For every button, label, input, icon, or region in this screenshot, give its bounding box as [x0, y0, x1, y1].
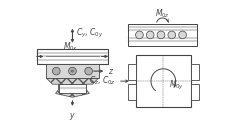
- Circle shape: [156, 31, 164, 39]
- Polygon shape: [46, 78, 98, 97]
- Bar: [190, 64, 198, 80]
- Circle shape: [71, 70, 73, 72]
- Bar: [37, 49, 107, 64]
- Bar: [46, 64, 98, 78]
- Bar: [127, 64, 135, 80]
- Circle shape: [146, 31, 153, 39]
- Text: $M_{0x}$: $M_{0x}$: [63, 41, 78, 53]
- Circle shape: [68, 67, 76, 75]
- Text: $y$: $y$: [69, 111, 76, 122]
- Bar: [127, 24, 196, 46]
- Circle shape: [85, 67, 92, 75]
- Circle shape: [135, 31, 143, 39]
- Circle shape: [178, 31, 185, 39]
- Text: $M_{0y}$: $M_{0y}$: [169, 79, 184, 92]
- Bar: [190, 84, 198, 100]
- Circle shape: [167, 31, 175, 39]
- Bar: [58, 84, 86, 93]
- Text: $z$: $z$: [107, 67, 114, 76]
- Circle shape: [52, 67, 60, 75]
- Text: $C_y$, $C_{0y}$: $C_y$, $C_{0y}$: [75, 27, 103, 40]
- Text: $M_{0z}$: $M_{0z}$: [154, 8, 169, 20]
- Bar: [127, 84, 135, 100]
- Text: $C_z$, $C_{0z}$: $C_z$, $C_{0z}$: [89, 75, 116, 87]
- Bar: [135, 55, 190, 107]
